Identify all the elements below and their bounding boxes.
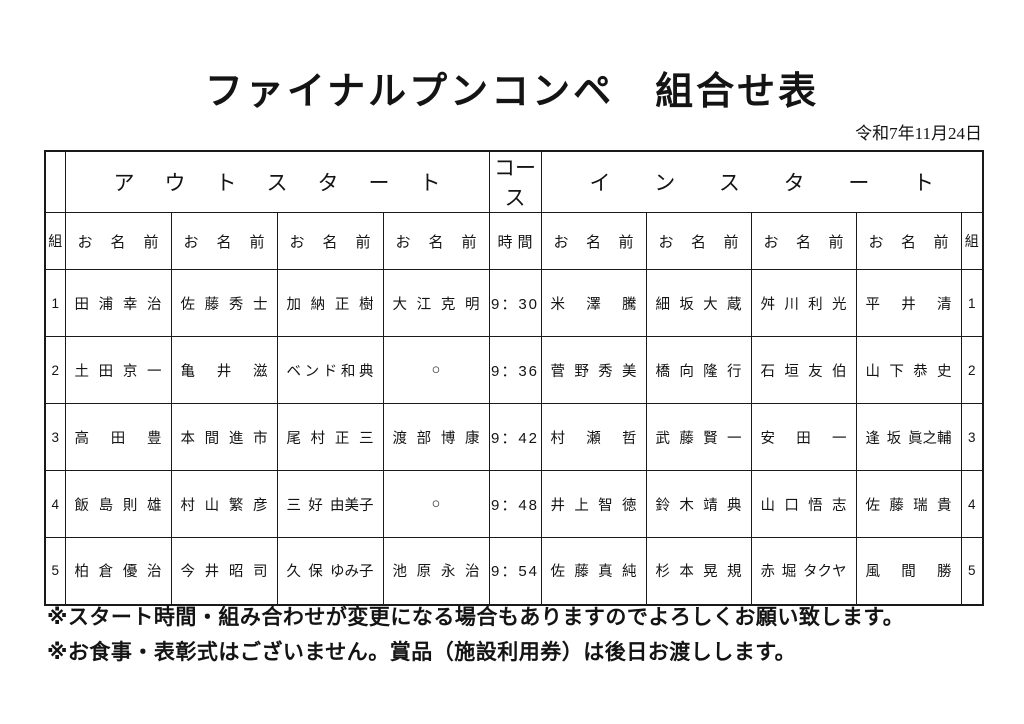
group-cell: 2: [960, 336, 984, 404]
player-name-cell: 三好由美子: [276, 470, 384, 538]
player-name-cell: 久保ゆみ子: [276, 537, 384, 605]
document-date: 令和7年11月24日: [855, 124, 982, 143]
pairing-row: 1 田浦幸治佐藤秀士加納正樹大江克明 9：30 米澤騰細坂大蔵舛川利光平井清 1: [44, 269, 984, 337]
name-column-header: お名前: [750, 212, 857, 270]
player-name-cell: 加納正樹: [276, 269, 384, 337]
name-column-header: お名前: [540, 212, 647, 270]
pairing-row: 4 飯島則雄村山繁彦三好由美子 ○ 9：48 井上智徳鈴木靖典山口悟志佐藤瑞貴 4: [44, 470, 984, 538]
player-name-cell: 米澤騰: [540, 269, 647, 337]
group-cell: 3: [44, 403, 66, 471]
player-name-cell: 逢坂眞之輔: [855, 403, 962, 471]
player-name-cell: 菅野秀美: [540, 336, 647, 404]
player-name-cell: 大江克明: [382, 269, 490, 337]
player-name-cell: 池原永治: [382, 537, 490, 605]
time-cell: 9：36: [488, 336, 542, 404]
corner-cell: [44, 150, 66, 213]
pairing-row: 5 柏倉優治今井昭司久保ゆみ子池原永治 9：54 佐藤真純杉本晃規赤堀タクヤ風間勝 5: [44, 537, 984, 605]
player-name-cell: 赤堀タクヤ: [750, 537, 857, 605]
player-name-cell: 柏倉優治: [64, 537, 172, 605]
name-column-header: お名前: [645, 212, 752, 270]
player-name-cell: 安田一: [750, 403, 857, 471]
pairing-row: 3 高田豊本間進市尾村正三渡部博康 9：42 村瀬哲武藤賢一安田一逢坂眞之輔 3: [44, 403, 984, 471]
group-cell: 5: [960, 537, 984, 605]
player-name-cell: 杉本晃規: [645, 537, 752, 605]
player-name-cell: 土田京一: [64, 336, 172, 404]
player-name-cell: 風間勝: [855, 537, 962, 605]
group-cell: 2: [44, 336, 66, 404]
player-name-cell: 舛川利光: [750, 269, 857, 337]
player-name-cell: 細坂大蔵: [645, 269, 752, 337]
note-line: ※お食事・表彰式はございません。賞品（施設利用券）は後日お渡しします。: [47, 640, 797, 664]
player-name-cell: 橋向隆行: [645, 336, 752, 404]
player-name-cell: 村瀬哲: [540, 403, 647, 471]
player-name-cell: 佐藤真純: [540, 537, 647, 605]
footer-notes: ※スタート時間・組み合わせが変更になる場合もありますのでよろしくお願い致します。…: [47, 604, 904, 674]
group-cell: 4: [960, 470, 984, 538]
out-start-header: アウトスタート: [64, 150, 490, 213]
player-name-cell: 渡部博康: [382, 403, 490, 471]
player-name-cell: 亀井滋: [170, 336, 278, 404]
player-name-cell: ○: [382, 470, 490, 538]
player-name-cell: 尾村正三: [276, 403, 384, 471]
group-cell: 4: [44, 470, 66, 538]
group-column-header: 組: [960, 212, 984, 270]
course-header: コース: [488, 150, 542, 213]
pairing-table: アウトスタート コース インスタート 組 お名前 お名前 お名前 お名前 時間 …: [44, 150, 985, 606]
player-name-cell: 飯島則雄: [64, 470, 172, 538]
group-cell: 1: [960, 269, 984, 337]
player-name-cell: 山下恭史: [855, 336, 962, 404]
group-cell: 5: [44, 537, 66, 605]
name-column-header: お名前: [64, 212, 172, 270]
name-column-header: お名前: [855, 212, 962, 270]
time-cell: 9：30: [488, 269, 542, 337]
section-header-row: アウトスタート コース インスタート: [44, 150, 984, 213]
column-header-row: 組 お名前 お名前 お名前 お名前 時間 お名前 お名前 お名前 お名前 組: [44, 212, 984, 270]
note-line: ※スタート時間・組み合わせが変更になる場合もありますのでよろしくお願い致します。: [47, 606, 905, 629]
name-column-header: お名前: [170, 212, 278, 270]
page-title: ファイナルプンコンペ 組合せ表: [204, 71, 820, 113]
player-name-cell: ○: [382, 336, 490, 404]
player-name-cell: 佐藤秀士: [170, 269, 278, 337]
player-name-cell: 今井昭司: [170, 537, 278, 605]
pairing-table-container: アウトスタート コース インスタート 組 お名前 お名前 お名前 お名前 時間 …: [44, 150, 985, 606]
player-name-cell: 田浦幸治: [64, 269, 172, 337]
time-cell: 9：54: [488, 537, 542, 605]
time-cell: 9：42: [488, 403, 542, 471]
group-column-header: 組: [44, 212, 66, 270]
in-start-header: インスタート: [540, 150, 984, 213]
player-name-cell: 高田豊: [64, 403, 172, 471]
time-column-header: 時間: [488, 212, 542, 270]
group-cell: 3: [960, 403, 984, 471]
player-name-cell: ベンド和典: [276, 336, 384, 404]
player-name-cell: 村山繁彦: [170, 470, 278, 538]
player-name-cell: 鈴木靖典: [645, 470, 752, 538]
player-name-cell: 井上智徳: [540, 470, 647, 538]
name-column-header: お名前: [382, 212, 490, 270]
pairing-row: 2 土田京一亀井滋ベンド和典 ○ 9：36 菅野秀美橋向隆行石垣友伯山下恭史 2: [44, 336, 984, 404]
player-name-cell: 山口悟志: [750, 470, 857, 538]
player-name-cell: 石垣友伯: [750, 336, 857, 404]
player-name-cell: 本間進市: [170, 403, 278, 471]
name-column-header: お名前: [276, 212, 384, 270]
player-name-cell: 佐藤瑞貴: [855, 470, 962, 538]
time-cell: 9：48: [488, 470, 542, 538]
player-name-cell: 平井清: [855, 269, 962, 337]
player-name-cell: 武藤賢一: [645, 403, 752, 471]
group-cell: 1: [44, 269, 66, 337]
